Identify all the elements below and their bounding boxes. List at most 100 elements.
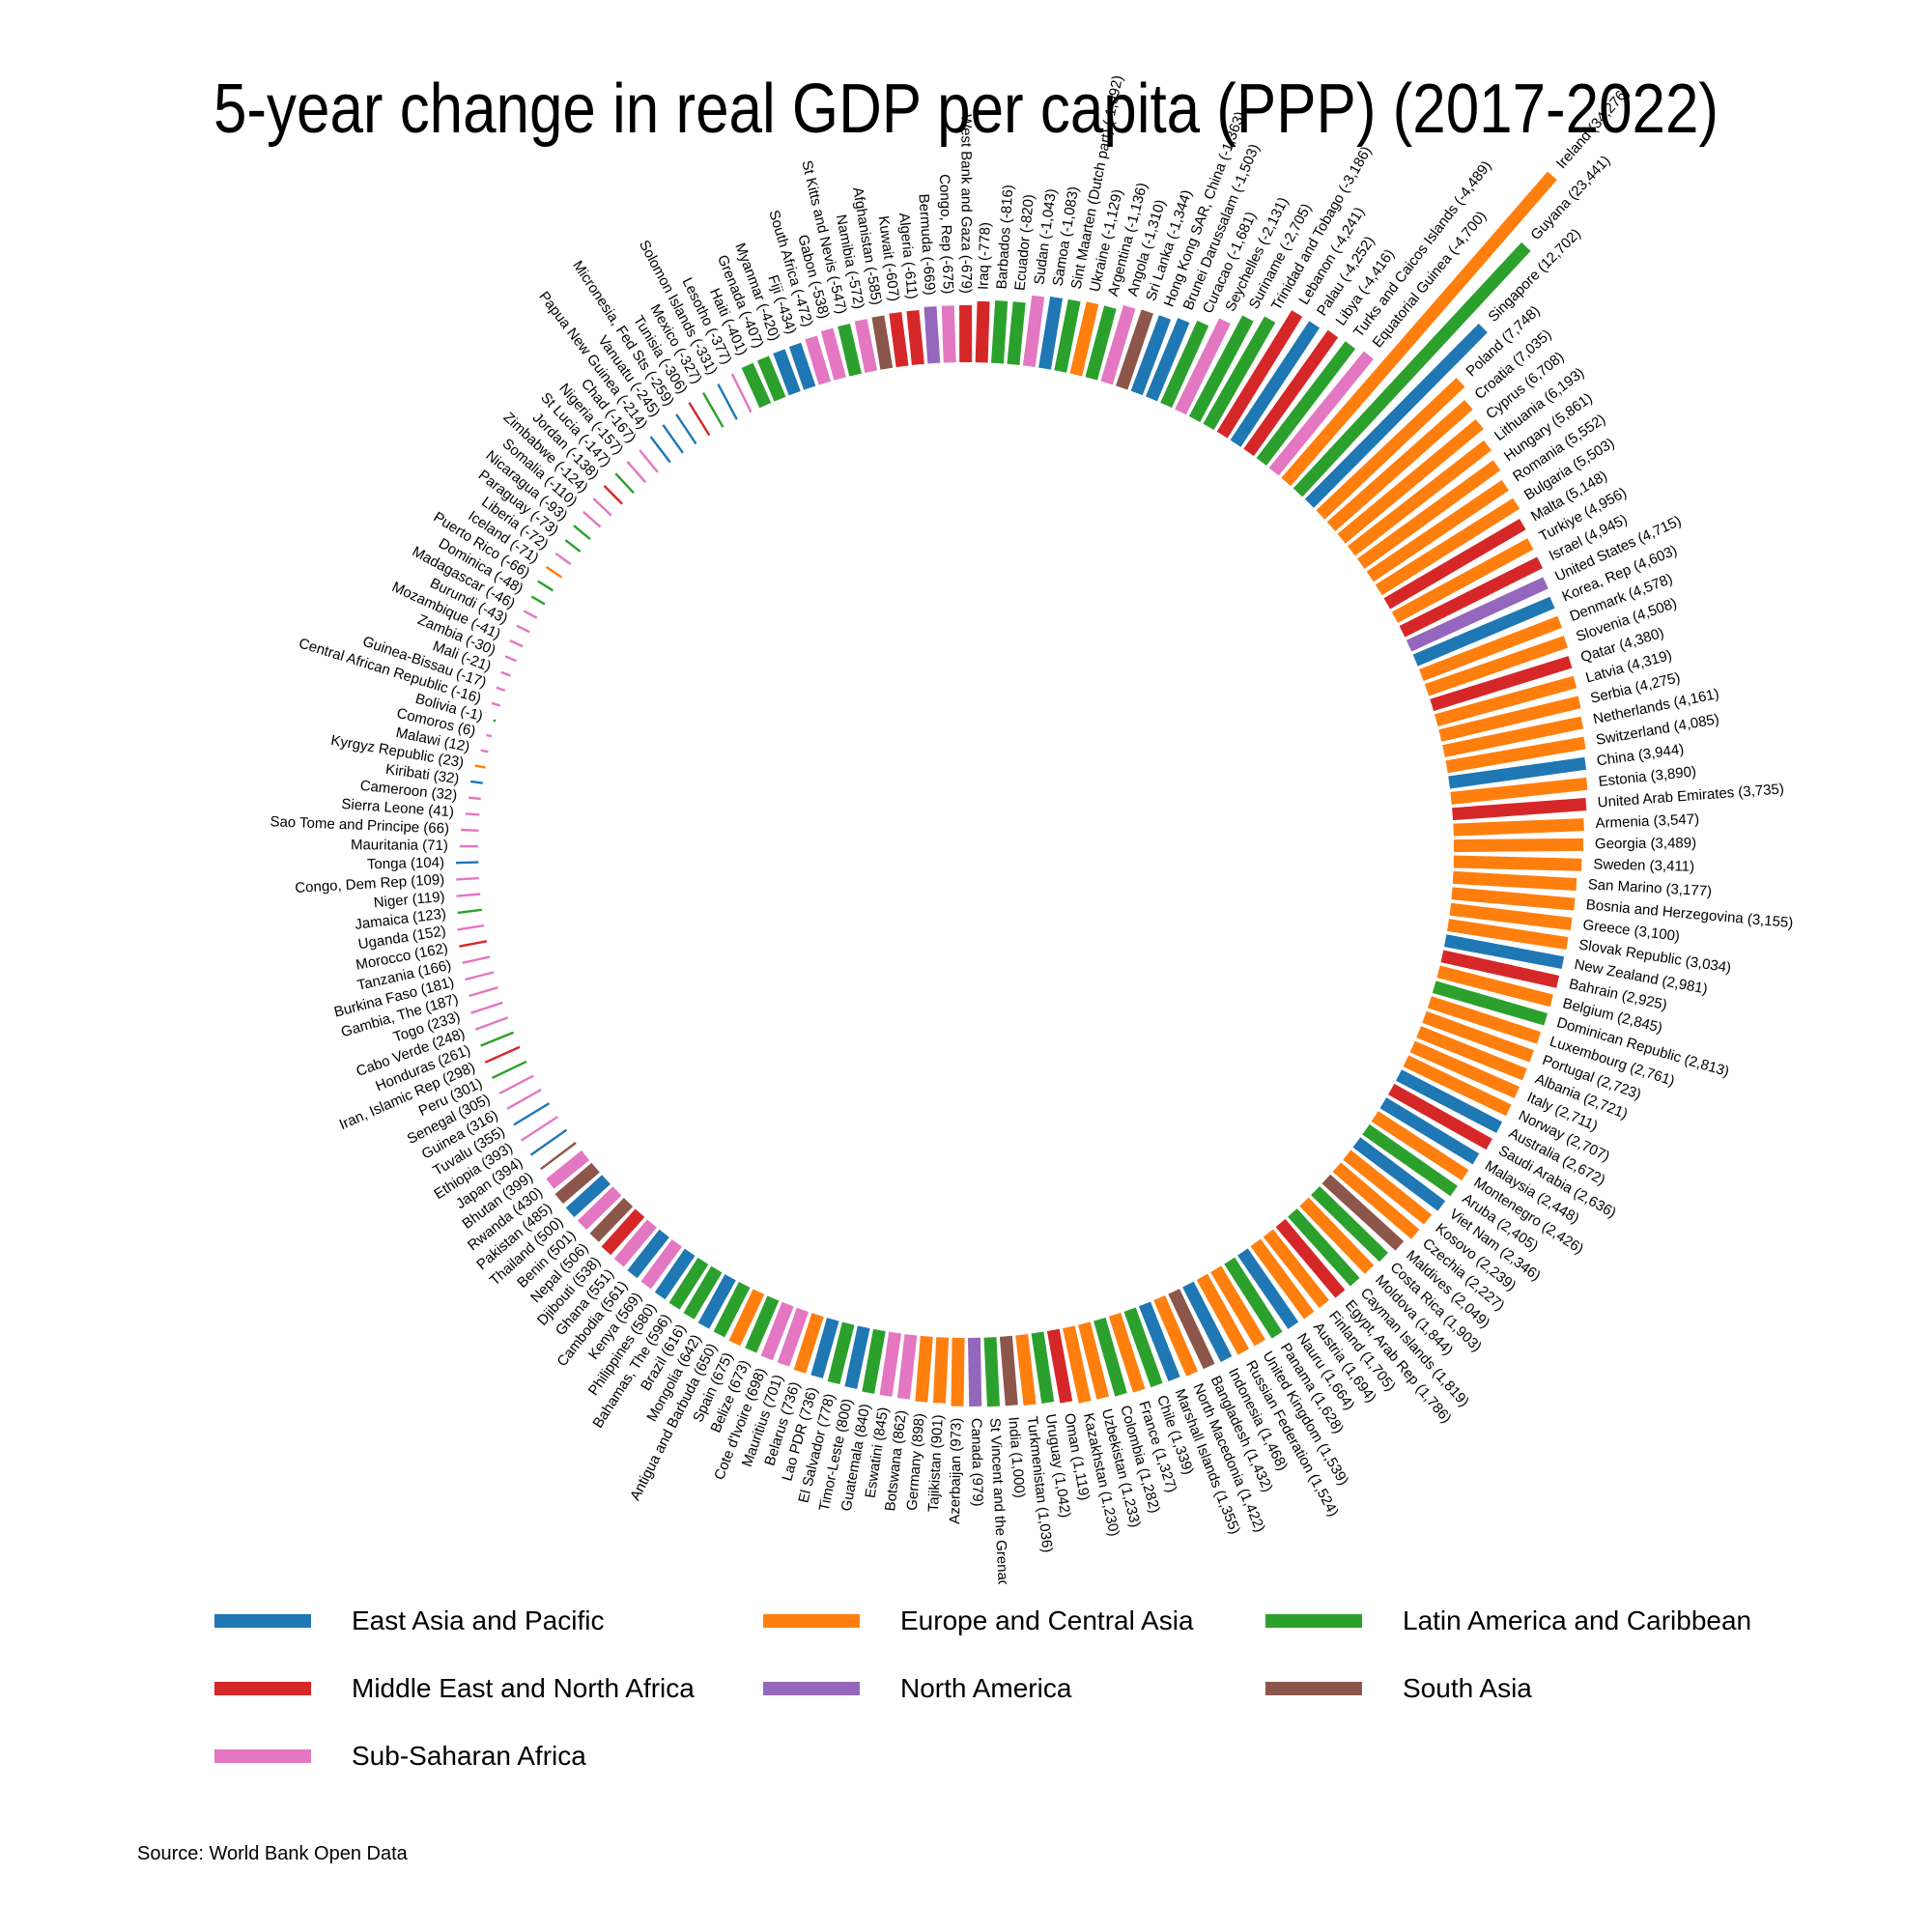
bar-slovenia: [1424, 636, 1569, 696]
legend-swatch: [214, 1749, 311, 1763]
bar-belarus: [793, 1313, 824, 1374]
bar-niger: [456, 893, 481, 897]
bar-lithuania: [1348, 440, 1492, 556]
bar-equatorial-guinea: [1268, 351, 1374, 476]
bar-portugal: [1422, 1010, 1534, 1063]
bar-singapore: [1304, 324, 1488, 508]
bar-djibouti: [601, 1208, 645, 1256]
bar-turks-and-caicos-islands: [1256, 341, 1356, 467]
bar-sri-lanka: [1116, 309, 1153, 390]
bar-mali: [500, 670, 511, 677]
legend-swatch: [763, 1682, 860, 1695]
bar-oman: [1046, 1328, 1073, 1404]
bar-vanuatu: [662, 424, 684, 454]
label-canada: Canada (979): [968, 1418, 986, 1507]
bar-brazil: [683, 1265, 723, 1320]
bar-greece: [1449, 902, 1573, 930]
label-west-bank-and-gaza: West Bank and Gaza (-679): [958, 114, 975, 294]
bar-france: [1108, 1312, 1146, 1393]
bar-kenya: [640, 1238, 683, 1290]
bar-central-african-republic: [491, 701, 500, 707]
bar-madagascar: [523, 610, 538, 619]
bar-samoa: [1038, 296, 1064, 370]
bar-nigeria: [626, 461, 647, 484]
bar-fiji: [788, 342, 816, 390]
bar-philippines: [654, 1248, 696, 1300]
bar-st-vincent-and-the-grenadines: [983, 1337, 1000, 1407]
bar-eswatini: [879, 1331, 902, 1397]
bars-group: [455, 171, 1588, 1407]
label-bermuda: Bermuda (-669): [915, 193, 938, 296]
bar-switzerland: [1445, 736, 1586, 774]
legend-item-east-asia-and-pacific: East Asia and Pacific: [214, 1605, 604, 1636]
bar-sudan: [1022, 295, 1045, 368]
bar-indonesia: [1182, 1281, 1233, 1362]
bar-viet-nam: [1352, 1137, 1446, 1211]
bar-bahrain: [1440, 950, 1560, 988]
bar-new-zealand: [1443, 934, 1565, 969]
bar-ireland: [1281, 171, 1557, 487]
bar-algeria: [906, 309, 924, 366]
bar-germany: [915, 1335, 933, 1403]
bar-costa-rica: [1311, 1185, 1389, 1263]
bar-honduras: [480, 1031, 515, 1047]
label-barbados: Barbados (-816): [993, 185, 1016, 290]
bar-tuvalu: [513, 1102, 551, 1126]
label-congo-rep: Congo, Rep (-675): [936, 174, 956, 295]
bar-bangladesh: [1168, 1289, 1215, 1370]
bar-congo-rep: [941, 305, 956, 363]
bar-cambodia: [627, 1229, 669, 1279]
bar-kiribati: [469, 780, 483, 784]
bar-aruba: [1362, 1123, 1458, 1197]
label-georgia: Georgia (3,489): [1595, 835, 1696, 852]
legend-label: South Asia: [1403, 1673, 1532, 1703]
legend-label: Latin America and Caribbean: [1403, 1605, 1752, 1635]
bar-ecuador: [1007, 301, 1026, 366]
bar-guinea-bissau: [496, 686, 506, 693]
bar-togo: [470, 1001, 503, 1014]
bar-st-lucia: [614, 472, 635, 495]
bar-san-marino: [1452, 870, 1577, 892]
bar-suriname: [1188, 315, 1254, 422]
bar-tunisia: [688, 402, 711, 437]
bar-cabo-verde: [474, 1016, 509, 1031]
label-ireland: Ireland (34,276): [1553, 84, 1633, 172]
bar-chile: [1123, 1307, 1163, 1388]
bar-croatia: [1326, 400, 1473, 531]
source-note: Source: World Bank Open Data: [137, 1843, 408, 1864]
bar-gambia-the: [469, 986, 498, 998]
bar-marshall-islands: [1138, 1301, 1180, 1381]
bar-timor-leste: [844, 1325, 870, 1389]
bar-belgium: [1436, 965, 1553, 1008]
bar-uzbekistan: [1078, 1321, 1110, 1400]
label-niger: Niger (119): [373, 889, 445, 912]
bar-congo-dem-rep: [456, 876, 479, 881]
bar-estonia: [1450, 777, 1588, 805]
bar-bolivia: [493, 719, 497, 723]
bar-sierra-leone: [465, 812, 480, 816]
legend-item-latin-america-and-caribbean: Latin America and Caribbean: [1265, 1605, 1751, 1636]
bar-curacao: [1160, 320, 1209, 409]
legend-item-south-asia: South Asia: [1265, 1673, 1532, 1704]
bar-china: [1448, 756, 1587, 789]
bar-united-states: [1406, 577, 1548, 652]
bar-mozambique: [509, 639, 524, 648]
bar-saudi-arabia: [1388, 1083, 1492, 1151]
bar-australia: [1396, 1069, 1503, 1133]
label-mauritania: Mauritania (71): [351, 837, 448, 854]
bar-russian-federation: [1196, 1273, 1249, 1355]
bar-thailand: [565, 1175, 611, 1217]
bar-north-macedonia: [1153, 1295, 1199, 1377]
bar-uganda: [457, 923, 485, 931]
bar-mexico: [701, 392, 724, 428]
bar-united-kingdom: [1210, 1265, 1265, 1347]
bar-antigua-and-barbuda: [713, 1281, 751, 1338]
chart-title: 5-year change in real GDP per capita (PP…: [213, 71, 1719, 148]
bar-iraq: [975, 300, 990, 363]
bar-cyprus: [1337, 418, 1484, 544]
bar-kuwait: [889, 312, 909, 368]
bar-benin: [577, 1186, 622, 1231]
bar-jamaica: [457, 908, 482, 915]
bar-tonga: [455, 861, 479, 865]
bar-tanzania: [462, 955, 491, 964]
